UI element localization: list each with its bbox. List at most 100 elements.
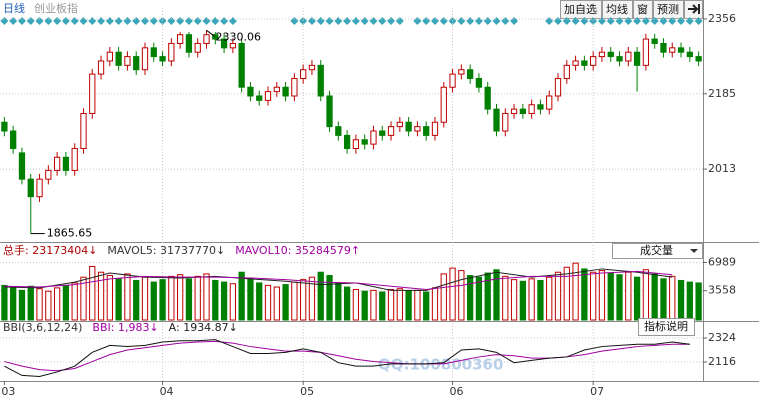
- volume-bar: [660, 278, 667, 321]
- volume-bar: [379, 291, 386, 321]
- volume-bar: [361, 290, 368, 321]
- candle-body: [590, 56, 597, 66]
- header-button-label[interactable]: 预测: [657, 3, 679, 16]
- volume-bar: [133, 279, 140, 321]
- volume-bar: [159, 279, 166, 321]
- header-button-label[interactable]: 加自选: [564, 3, 597, 16]
- volume-bar: [519, 280, 526, 321]
- volume-bar: [405, 290, 412, 321]
- volume-bar: [89, 265, 96, 321]
- candle-body: [431, 121, 439, 136]
- volume-bar: [581, 268, 588, 321]
- candle-body: [405, 121, 412, 132]
- high-pointer: [206, 29, 215, 37]
- volume-bar: [300, 279, 307, 321]
- candle-body: [554, 77, 562, 97]
- y-tick-label: 2116: [708, 355, 736, 368]
- index-name: 创业板指: [34, 1, 78, 15]
- candle-body: [379, 130, 386, 136]
- event-marker: [659, 17, 668, 25]
- candle-body: [282, 86, 289, 97]
- y-tick-label: 2356: [708, 12, 736, 25]
- header-button-label[interactable]: 均线: [606, 2, 628, 16]
- volume-bar: [53, 287, 61, 321]
- candle-body: [475, 77, 483, 88]
- candle-body: [370, 130, 377, 145]
- candle-body: [124, 56, 131, 66]
- header-button-label[interactable]: 窗: [637, 2, 648, 16]
- volume-bar: [177, 274, 184, 321]
- candle-body: [97, 60, 105, 75]
- candle-body: [493, 108, 500, 132]
- indicator-dropdown[interactable]: [612, 243, 703, 259]
- candle-body: [695, 56, 702, 62]
- volume-bar: [273, 286, 280, 321]
- candle-body: [256, 95, 263, 101]
- candle-body: [502, 112, 509, 132]
- y-tick-label: 2013: [708, 162, 736, 175]
- dropdown-arrow[interactable]: [690, 249, 698, 253]
- event-marker: [149, 17, 158, 25]
- candle-body: [80, 112, 87, 150]
- candle-body: [238, 42, 245, 88]
- volume-bar: [423, 291, 430, 321]
- indicator-help-button[interactable]: [638, 318, 695, 336]
- volume-bar: [440, 273, 447, 321]
- exit-icon[interactable]: [684, 0, 703, 19]
- volume-bar: [598, 270, 606, 321]
- y-tick-label: 2324: [708, 331, 736, 344]
- x-tick-label: 03: [1, 385, 15, 398]
- event-marker: [35, 17, 44, 25]
- volume-bar: [590, 271, 597, 321]
- volume-bar: [387, 289, 395, 321]
- candle-body: [115, 51, 122, 66]
- volume-bar: [264, 284, 272, 321]
- candle-body: [343, 134, 351, 150]
- candle-body: [317, 64, 324, 97]
- volume-bar: [484, 272, 491, 321]
- x-tick-label: 04: [160, 385, 174, 398]
- candle-body: [335, 126, 342, 136]
- candle-body: [159, 56, 166, 62]
- candle-body: [607, 51, 614, 58]
- event-marker: [554, 17, 563, 25]
- event-marker: [290, 17, 299, 25]
- volume-bar: [45, 290, 52, 321]
- header-button[interactable]: [560, 0, 602, 19]
- volume-bar: [317, 271, 324, 321]
- candle-body: [352, 139, 360, 150]
- event-marker: [53, 17, 62, 25]
- volume-bar: [124, 273, 131, 321]
- candle-body: [449, 73, 456, 88]
- candle-body: [133, 56, 140, 71]
- candle-body: [168, 42, 175, 62]
- candle-body: [616, 56, 623, 62]
- candle-body: [141, 47, 149, 71]
- watermark: QQ:100800360: [378, 356, 503, 374]
- candle-body: [546, 95, 553, 110]
- header-button[interactable]: [602, 0, 633, 19]
- volume-bar: [18, 289, 26, 321]
- candle-body: [185, 34, 193, 53]
- candle-body: [458, 69, 465, 75]
- candle-body: [510, 108, 518, 114]
- event-marker: [422, 17, 431, 25]
- volume-bar: [335, 282, 342, 321]
- indicator-help-label[interactable]: 指标说明: [644, 319, 688, 333]
- dropdown-label[interactable]: 成交量: [640, 243, 673, 257]
- volume-bar: [396, 288, 403, 321]
- volume-bar: [537, 279, 544, 321]
- volume-bar: [194, 275, 201, 321]
- candle-body: [308, 64, 316, 71]
- candle-body: [361, 139, 368, 145]
- header-button[interactable]: [653, 0, 684, 19]
- exit-glyph: [688, 4, 700, 14]
- volume-bar: [62, 284, 70, 321]
- candle-body: [36, 178, 43, 198]
- volume-bar: [115, 278, 122, 321]
- indicator-line: [4, 339, 690, 378]
- candle-body: [519, 108, 526, 114]
- volume-bar: [282, 284, 289, 321]
- volume-ma-line: [4, 270, 673, 291]
